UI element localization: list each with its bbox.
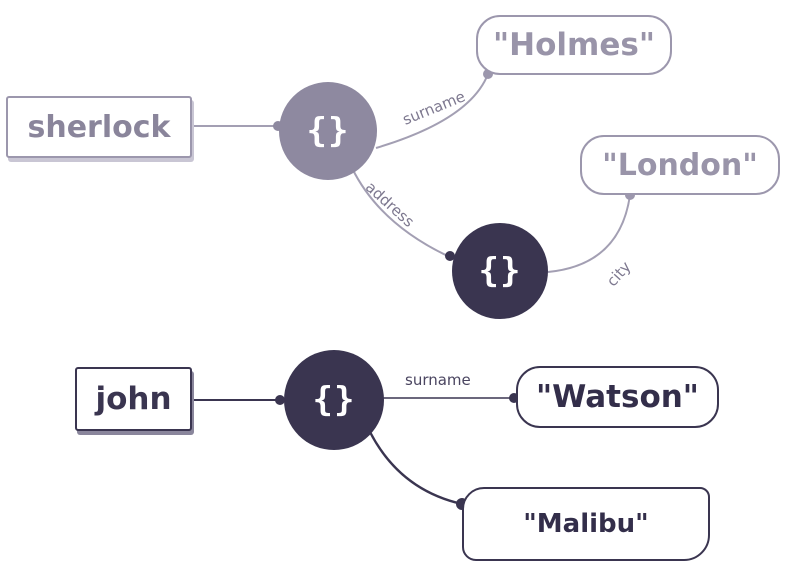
braces-icon: {} [307, 111, 350, 151]
edge-malibu [370, 432, 462, 504]
value-box-malibu: "Malibu" [462, 487, 710, 561]
edge-label-surname-john: surname [405, 371, 471, 389]
value-box-london: "London" [580, 135, 780, 195]
key-box-sherlock: sherlock [6, 96, 192, 158]
key-label-john: john [95, 381, 171, 417]
value-label-malibu: "Malibu" [523, 509, 648, 539]
object-node-sherlock: {} [279, 82, 377, 180]
value-box-watson: "Watson" [516, 366, 719, 428]
key-label-sherlock: sherlock [28, 110, 171, 145]
braces-icon: {} [479, 251, 522, 291]
object-node-john: {} [284, 350, 384, 450]
value-label-holmes: "Holmes" [493, 27, 655, 63]
value-box-holmes: "Holmes" [476, 15, 672, 75]
braces-icon: {} [313, 380, 356, 420]
value-label-london: "London" [602, 148, 758, 183]
object-node-address: {} [452, 223, 548, 319]
key-box-john: john [75, 367, 192, 431]
value-label-watson: "Watson" [536, 379, 699, 415]
